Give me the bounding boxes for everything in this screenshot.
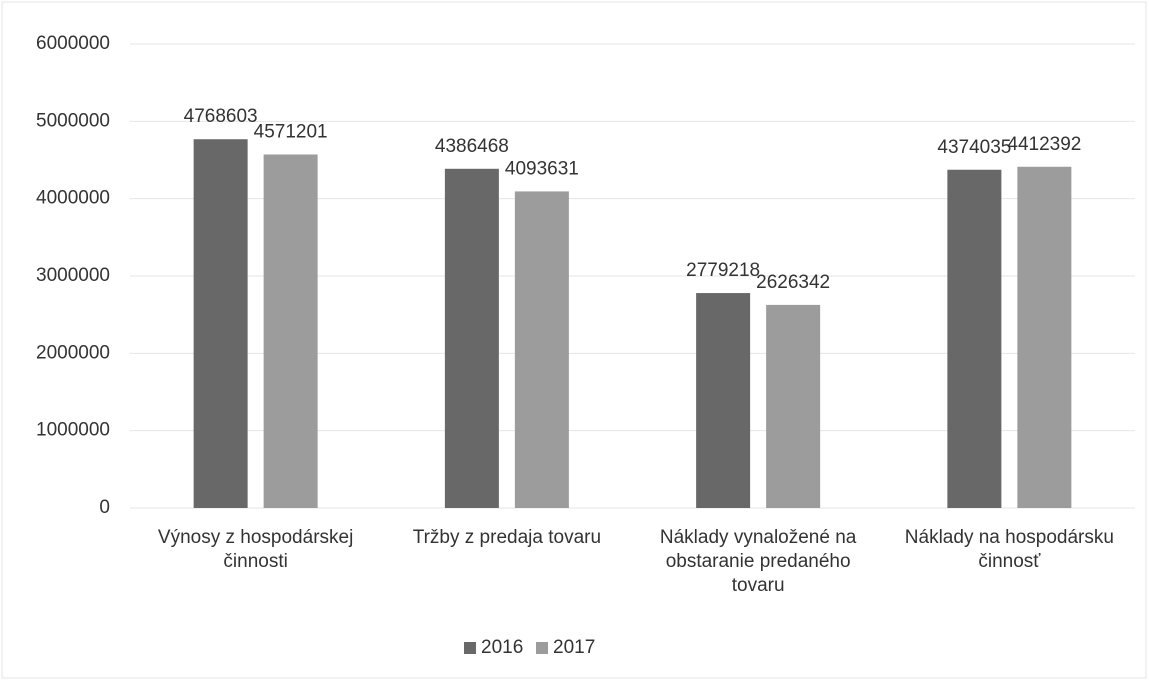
y-tick-label: 6000000 xyxy=(36,33,110,54)
data-label: 4093631 xyxy=(505,158,579,179)
legend-label: 2016 xyxy=(481,637,523,658)
data-label: 2779218 xyxy=(686,260,760,281)
x-tick-label: Náklady na hospodársku činnosť xyxy=(904,527,1114,572)
y-tick-label: 3000000 xyxy=(36,265,110,286)
bar xyxy=(1017,166,1072,508)
data-label: 2626342 xyxy=(756,272,830,293)
data-label: 4571201 xyxy=(254,122,328,143)
x-tick-label: Výnosy z hospodárskej činnosti xyxy=(157,527,354,572)
bar xyxy=(263,154,318,509)
x-tick-label: Tržby z predaja tovaru xyxy=(412,527,602,548)
data-label: 4374035 xyxy=(937,137,1011,158)
x-tick-label: Náklady vynaložené na obstaranie predané… xyxy=(659,527,857,596)
bar xyxy=(514,191,569,508)
legend-swatch xyxy=(536,642,548,654)
bar xyxy=(193,139,248,508)
bar xyxy=(696,293,751,508)
legend-swatch xyxy=(464,642,476,654)
bar xyxy=(444,168,499,509)
data-label: 4412392 xyxy=(1007,134,1081,155)
y-tick-label: 4000000 xyxy=(36,188,110,209)
bar xyxy=(947,169,1002,509)
data-label: 4768603 xyxy=(184,106,258,127)
y-tick-label: 0 xyxy=(99,497,110,518)
y-tick-label: 5000000 xyxy=(36,110,110,131)
y-tick-label: 1000000 xyxy=(36,420,110,441)
data-label: 4386468 xyxy=(435,136,509,157)
legend-label: 2017 xyxy=(553,637,595,658)
y-tick-label: 2000000 xyxy=(36,342,110,363)
bar xyxy=(766,304,821,508)
